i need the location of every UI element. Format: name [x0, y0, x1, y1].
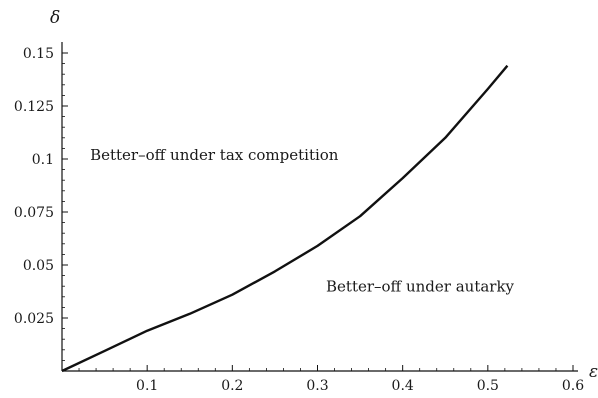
- axes: [61, 42, 578, 372]
- y-tick-label: 0.15: [23, 46, 54, 62]
- series-layer: [61, 64, 509, 373]
- x-tick-label: 0.6: [562, 378, 584, 394]
- y-tick-label: 0.075: [14, 205, 54, 221]
- x-tick-label: 0.2: [221, 378, 243, 394]
- x-axis-label: ε: [589, 362, 598, 382]
- y-tick-label: 0.1: [32, 152, 54, 168]
- boundary-curve: [61, 64, 509, 373]
- x-tick-label: 0.3: [306, 378, 328, 394]
- x-tick-label: 0.5: [477, 378, 499, 394]
- y-axis-label: δ: [50, 8, 60, 28]
- annotation-tax-competition: Better–off under tax competition: [90, 146, 339, 164]
- tick-labels: 0.1 0.2 0.3 0.4 0.5 0.6 0.025 0.05 0.075 0.1 0.125…: [14, 46, 584, 394]
- y-tick-label: 0.125: [14, 99, 54, 115]
- annotation-autarky: Better–off under autarky: [326, 278, 515, 296]
- x-tick-label: 0.1: [136, 378, 158, 394]
- ticks: [62, 52, 574, 371]
- x-tick-label: 0.4: [392, 378, 414, 394]
- y-tick-label: 0.025: [14, 311, 54, 327]
- y-tick-label: 0.05: [23, 258, 54, 274]
